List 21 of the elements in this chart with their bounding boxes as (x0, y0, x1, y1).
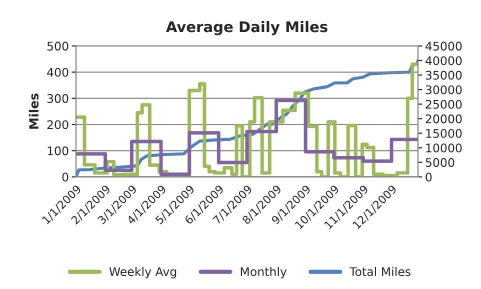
chart-title: Average Daily Miles (166, 20, 328, 36)
y2-tick-label: 30000 (426, 85, 462, 94)
y2-tick-label: 0 (426, 172, 432, 182)
y-axis-title: Miles (28, 94, 39, 129)
y-tick-label: 200 (47, 120, 68, 130)
y2-tick-label: 10000 (426, 144, 462, 152)
y2-tick-label: 40000 (426, 56, 462, 66)
legend-label: Total Miles (350, 266, 410, 276)
y-tick-label: 100 (48, 146, 68, 156)
y-tick-label: 500 (47, 42, 68, 51)
y2-tick-label: 15000 (426, 128, 462, 138)
y-tick-label: 400 (47, 68, 68, 77)
y2-tick-label: 20000 (426, 114, 462, 124)
legend-label: Weekly Avg (109, 266, 176, 278)
y2-tick-label: 45000 (426, 42, 462, 51)
y2-tick-label: 25000 (426, 100, 462, 109)
y2-tick-label: 35000 (426, 70, 462, 80)
y-tick-label: 300 (47, 94, 68, 103)
legend-label: Monthly (240, 266, 287, 278)
y2-tick-label: 5000 (426, 158, 454, 167)
y-tick-label: 0 (62, 172, 68, 182)
